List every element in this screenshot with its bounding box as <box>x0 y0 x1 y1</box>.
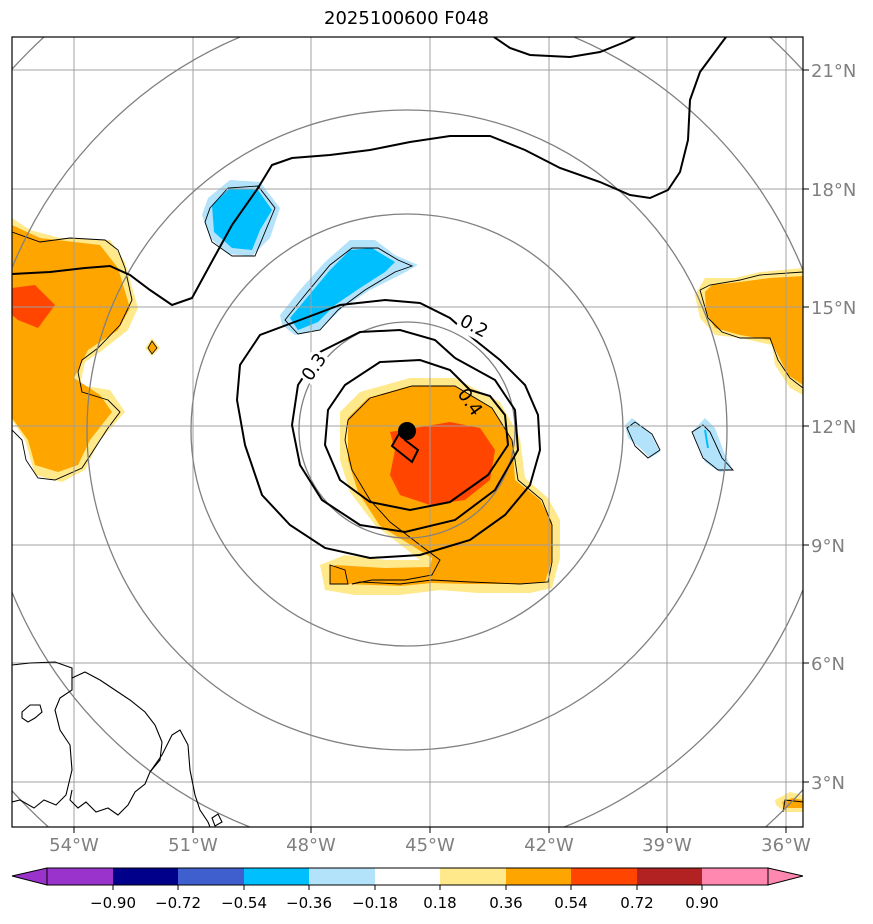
lon-label: 45°W <box>405 835 455 856</box>
lat-tick-marks <box>803 69 809 783</box>
colorbar-extend-low <box>11 867 48 886</box>
colorbar-label: 0.72 <box>620 894 653 912</box>
lon-label: 39°W <box>642 835 692 856</box>
colorbar-label: −0.72 <box>155 894 201 912</box>
lat-label: 15°N <box>811 298 856 319</box>
lon-label: 51°W <box>168 835 218 856</box>
lat-label: 18°N <box>811 180 856 201</box>
colorbar-label: −0.18 <box>352 894 398 912</box>
colorbar-tick-labels: −0.90 −0.72 −0.54 −0.36 −0.18 0.18 0.36 … <box>90 894 719 912</box>
lat-label: 6°N <box>811 654 845 675</box>
lat-label: 9°N <box>811 536 845 557</box>
lat-label: 12°N <box>811 417 856 438</box>
coastline <box>12 661 223 827</box>
lon-tick-marks <box>73 827 787 833</box>
lon-label: 48°W <box>286 835 336 856</box>
grid-lines <box>12 37 803 827</box>
colorbar-label: 0.36 <box>489 894 522 912</box>
lat-tick-labels: 21°N 18°N 15°N 12°N 9°N 6°N 3°N <box>811 61 856 794</box>
anomaly-center <box>320 378 560 595</box>
main-contours <box>12 37 727 560</box>
colorbar-label: −0.54 <box>221 894 267 912</box>
colorbar-label: 0.18 <box>423 894 456 912</box>
lat-label: 21°N <box>811 61 856 82</box>
colorbar-label: −0.36 <box>286 894 332 912</box>
colorbar-label: 0.54 <box>554 894 587 912</box>
colorbar: −0.90 −0.72 −0.54 −0.36 −0.18 0.18 0.36 … <box>11 867 804 912</box>
lat-label: 3°N <box>811 773 845 794</box>
chart-title: 2025100600 F048 <box>324 8 489 29</box>
lon-label: 42°W <box>524 835 574 856</box>
lon-label: 54°W <box>49 835 99 856</box>
lon-label: 36°W <box>761 835 811 856</box>
colorbar-extend-high <box>767 867 804 886</box>
anomaly-east <box>695 268 803 812</box>
map-frame <box>11 36 804 828</box>
colorbar-label: −0.90 <box>90 894 136 912</box>
storm-center-marker <box>398 422 416 440</box>
contour-label-0-2: 0.2 <box>456 310 491 342</box>
lon-tick-labels: 54°W 51°W 48°W 45°W 42°W 39°W 36°W <box>49 835 811 856</box>
colorbar-label: 0.90 <box>685 894 718 912</box>
